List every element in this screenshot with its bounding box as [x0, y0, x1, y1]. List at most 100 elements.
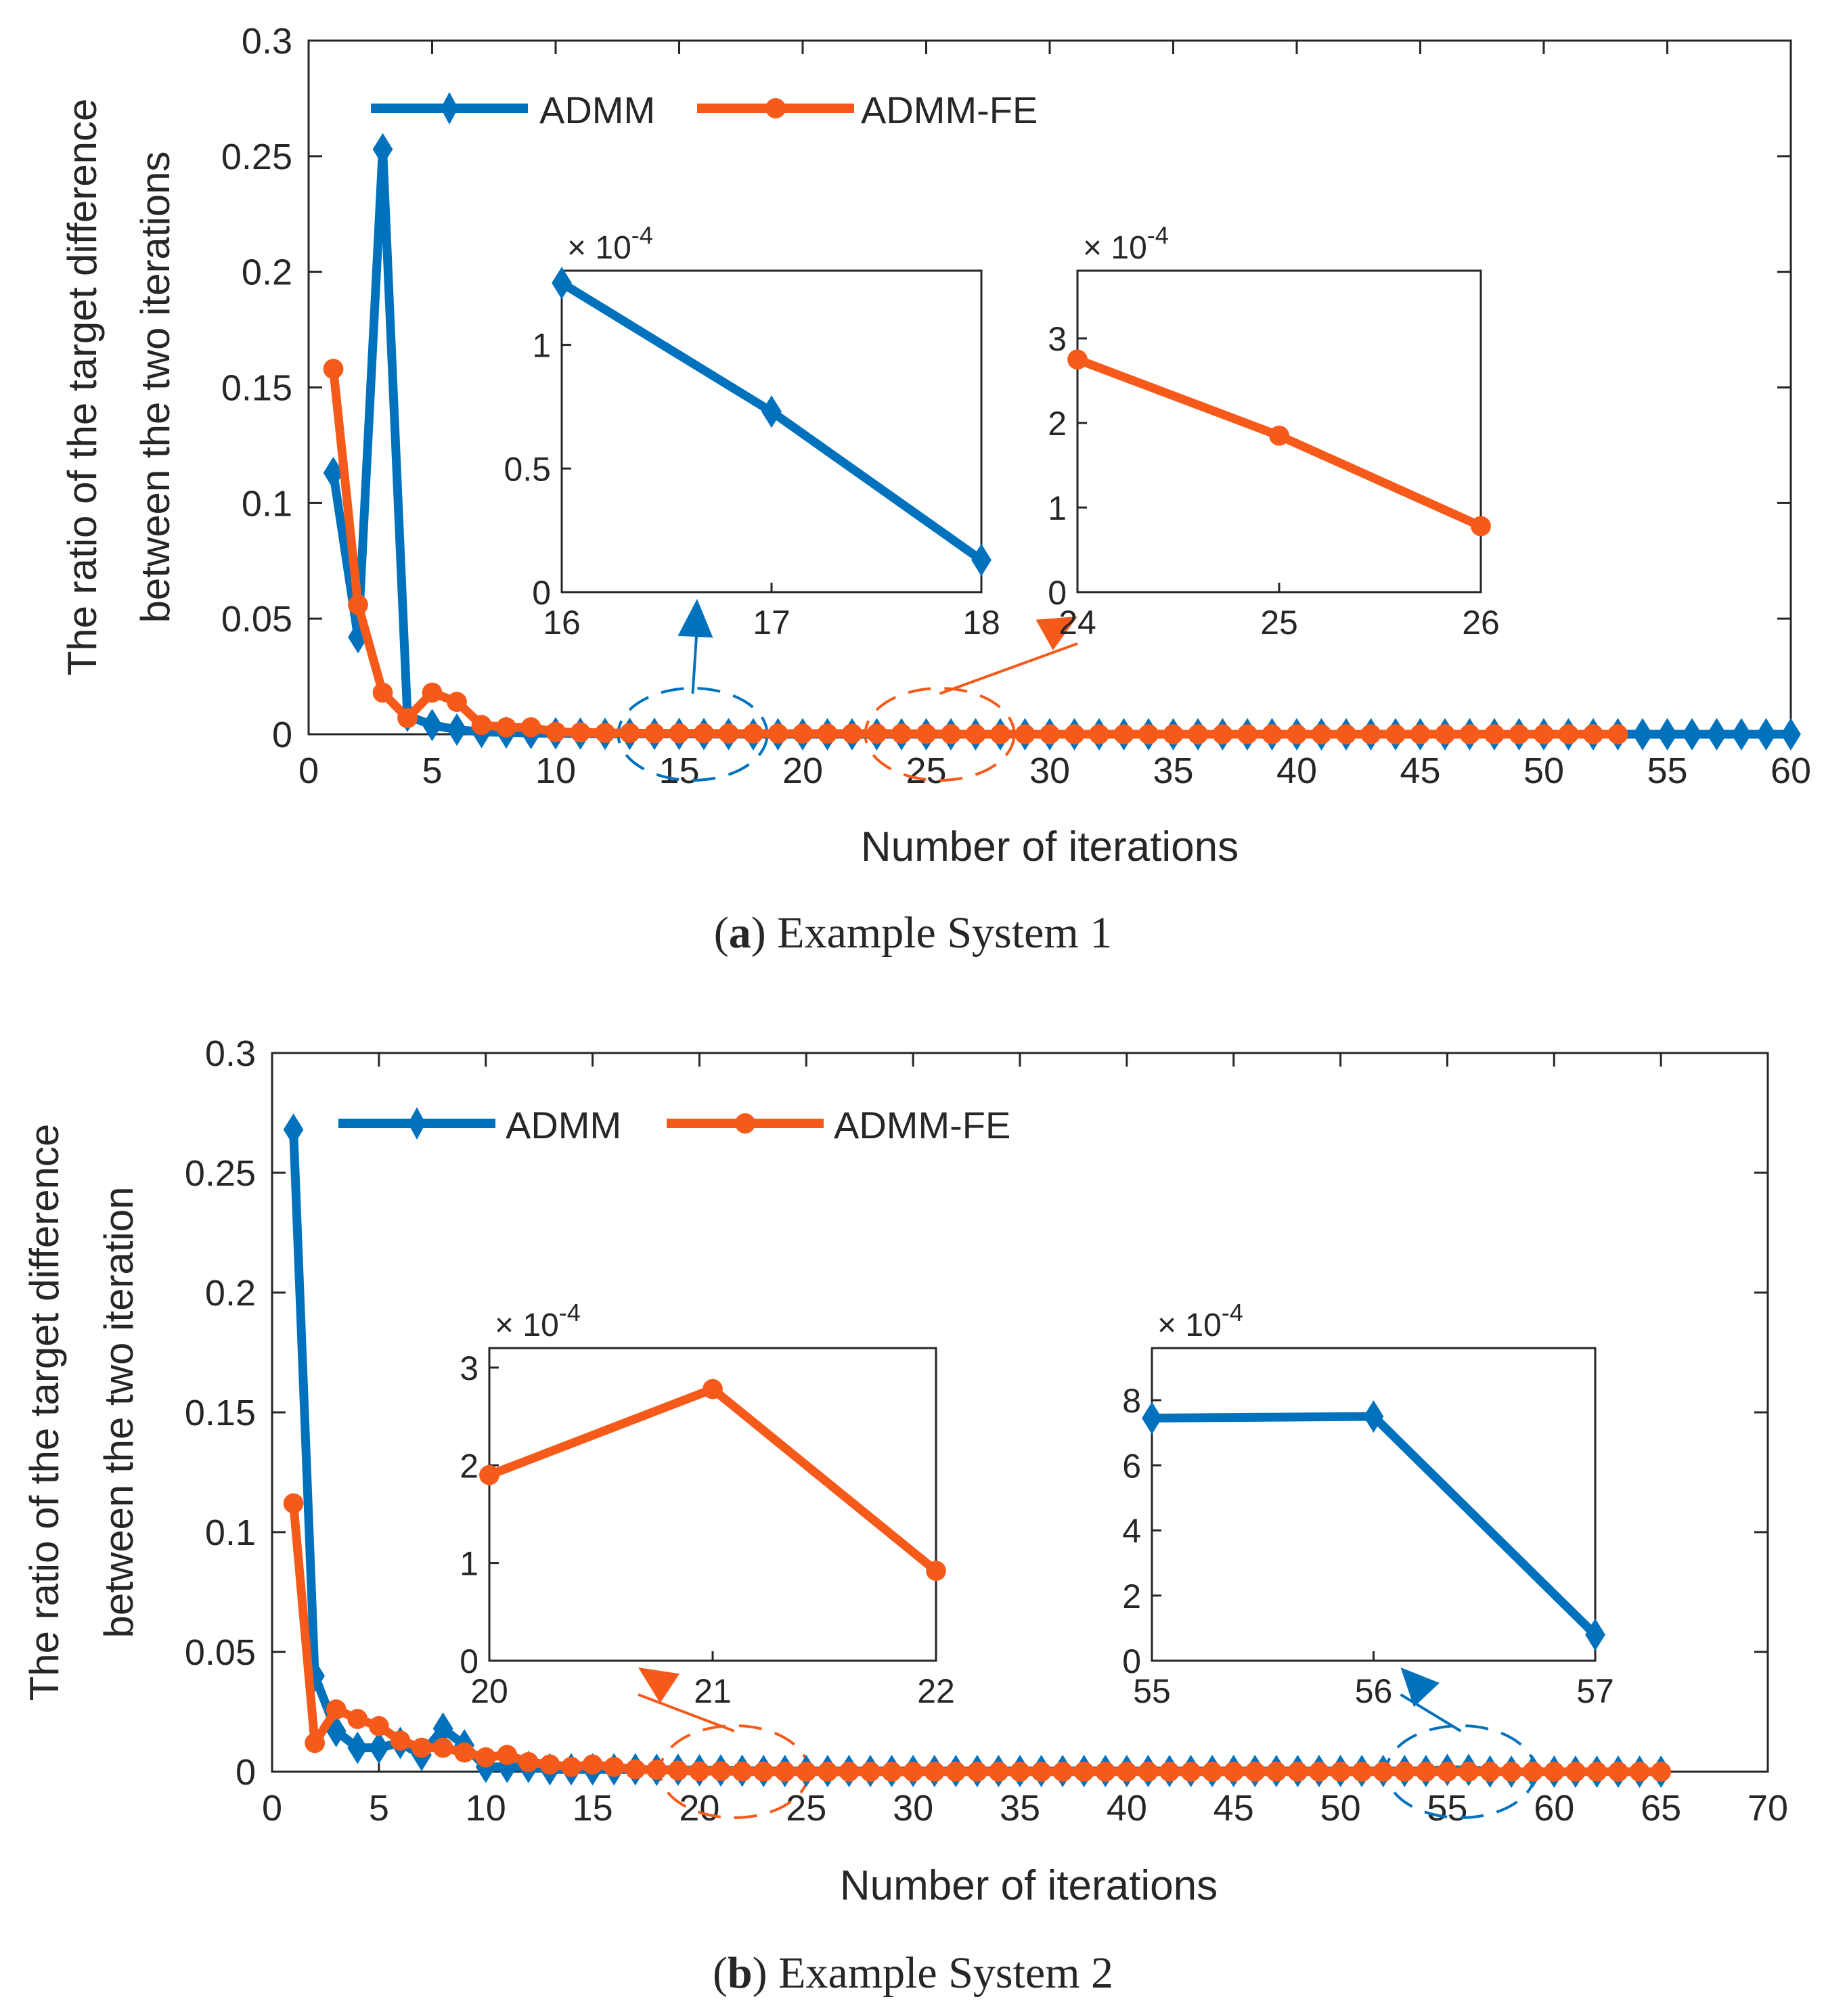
panel-a-series-admm-fe-point [941, 723, 961, 744]
panel-a-x-tick-label: 35 [1153, 751, 1193, 791]
panel-b-series-admm-fe-point [1522, 1762, 1543, 1782]
panel-a-caption: (a) Example System 1 [714, 908, 1112, 958]
panel-b-series-admm-fe-point [1138, 1762, 1159, 1782]
a-inset2-zoom-arrow-line [939, 642, 1078, 695]
panel-b-x-tick-label: 20 [679, 1788, 719, 1829]
a-inset2-series-point [1067, 349, 1088, 370]
panel-b-series-admm-fe-point [646, 1760, 667, 1780]
panel-a-series-admm-fe-point [1435, 724, 1455, 744]
panel-b-legend: ADMM ADMM-FE [338, 1104, 1010, 1146]
panel-a-y-tick-label: 0.15 [221, 368, 292, 409]
panel-b-y-tick-label: 0.05 [185, 1632, 256, 1673]
b-inset1-exponent-power: -4 [559, 1299, 581, 1326]
panel-a-series-admm-point [323, 456, 344, 489]
panel-b-series-admm-point [283, 1113, 304, 1146]
panel-a-series-admm-point [1706, 718, 1727, 751]
panel-b-y-tick-label: 0 [236, 1752, 256, 1793]
panel-a-series-admm-fe-point [1188, 724, 1208, 744]
panel-a-series-admm-fe-point [1064, 724, 1085, 744]
a-inset2-y-tick-label: 3 [1048, 320, 1067, 358]
a-inset1-zoom-arrow-head [677, 599, 713, 638]
panel-b-x-tick-label: 70 [1747, 1788, 1788, 1829]
a-inset1-series-point [971, 543, 992, 577]
panel-a-series-admm-point [1731, 718, 1752, 751]
panel-b-series-admm-fe-point [1437, 1762, 1458, 1782]
panel-a-series-admm-fe-point [323, 359, 344, 380]
a-inset2-x-tick-label: 25 [1260, 604, 1298, 642]
a-inset1-y-tick-label: 1 [532, 327, 551, 365]
a-inset1-exponent-power: -4 [631, 221, 653, 249]
panel-b-series-admm-fe-point [1394, 1762, 1415, 1782]
panel-a-series-admm-fe-point [397, 708, 418, 728]
panel-a-series-admm-fe-point [1607, 724, 1628, 744]
panel-a-series-admm-fe-point [545, 721, 566, 742]
panel-b-series-admm-fe-point [347, 1709, 368, 1730]
panel-b-series-admm-fe-point [1287, 1762, 1308, 1782]
panel-b-series-admm-fe-point [1010, 1762, 1030, 1782]
a-inset2-x-tick-label: 26 [1462, 604, 1500, 642]
panel-a-legend: ADMM ADMM-FE [371, 89, 1038, 131]
panel-b-caption: (b) Example System 2 [713, 1948, 1113, 1998]
a-inset1-x-tick-label: 18 [962, 604, 1000, 642]
panel-b-chart: 0 5 10 15 20 25 30 35 40 45 50 55 60 65 7000.050.10.15… [22, 1033, 1788, 1909]
panel-a-series-admm-fe-point [694, 723, 714, 744]
panel-a-series-admm-fe-point [1336, 724, 1356, 744]
panel-a-series-admm-fe-point [669, 723, 690, 744]
panel-a-series-admm-fe-point [1385, 724, 1406, 744]
a-inset1-series-point [552, 267, 572, 300]
b-inset2-box [1151, 1347, 1597, 1662]
panel-a-x-axis-label: Number of iterations [861, 824, 1239, 870]
panel-b-series-admm-fe-point [945, 1762, 966, 1782]
panel-b-series-admm-fe-point [1031, 1762, 1052, 1782]
panel-b-series-admm-fe-point [1651, 1762, 1672, 1782]
panel-a-series-admm-fe-point [348, 594, 368, 615]
panel-a-series-admm-fe-point [1015, 724, 1036, 744]
panel-b-series-admm-fe-point [732, 1761, 753, 1782]
panel-b-series-admm-fe-point [796, 1762, 817, 1782]
b-inset1-series-point [703, 1379, 723, 1399]
panel-b-series-admm-fe-point [1352, 1762, 1373, 1782]
panel-a-x-tick-label: 50 [1523, 751, 1564, 791]
panel-b-series-admm-fe-point [1116, 1762, 1137, 1782]
b-inset1-series-point [926, 1561, 946, 1582]
panel-b-series-admm-fe-point [1073, 1762, 1094, 1782]
a-inset2-series-point [1269, 425, 1289, 446]
panel-a-series-admm-fe-point [743, 723, 763, 744]
panel-a-x-tick-label: 5 [422, 751, 442, 791]
panel-a-series-admm-fe-point [965, 724, 986, 744]
panel-b-x-tick-label: 0 [262, 1788, 282, 1829]
a-inset2-y-tick-label: 0 [1048, 574, 1067, 612]
panel-a-series-admm-fe-point [817, 723, 838, 744]
panel-a-series-admm-fe-point [422, 682, 443, 703]
panel-a-series-admm-fe-point [916, 723, 937, 744]
panel-b-x-tick-label: 40 [1107, 1788, 1147, 1829]
panel-a-series-admm-fe-point [595, 723, 615, 743]
panel-a-series-admm-fe-point [1113, 724, 1134, 744]
b-inset1-zoom-arrow-line [638, 1693, 735, 1732]
panel-a-series-admm-point [1682, 718, 1702, 751]
panel-b-y-tick-label: 0.15 [185, 1393, 256, 1433]
panel-b-y-tick-label: 0.1 [205, 1513, 256, 1553]
panel-a-y-axis-label-line1: The ratio of the target difference [60, 99, 105, 676]
b-inset2-x-tick-label: 56 [1355, 1672, 1393, 1710]
a-inset2-exponent-power: -4 [1147, 221, 1169, 249]
a-inset1-y-tick-label: 0 [532, 574, 551, 612]
b-inset1-y-tick-label: 1 [460, 1545, 478, 1583]
b-inset1-box [488, 1347, 937, 1662]
panel-a-series-admm-fe-point [793, 723, 813, 744]
panel-a-series-admm-point [422, 709, 443, 742]
panel-a-series-admm-fe-point [496, 717, 516, 738]
panel-a-series-admm-point [1657, 718, 1678, 751]
panel-b-series-admm-fe-point [454, 1742, 475, 1763]
panel-b-series-admm-fe-point [1266, 1762, 1287, 1782]
panel-b-series-admm-fe-point [1202, 1762, 1223, 1782]
panel-b-series-admm-fe-point [1629, 1762, 1650, 1782]
panel-b-x-tick-label: 25 [786, 1788, 826, 1829]
panel-a-series-admm-fe-point [891, 723, 912, 744]
panel-b-x-tick-label: 65 [1641, 1788, 1681, 1829]
panel-b-series-admm-fe-point [1052, 1762, 1073, 1782]
panel-b-x-tick-label: 30 [893, 1788, 933, 1829]
panel-a-x-tick-label: 40 [1276, 751, 1317, 791]
panel-a-series-admm-point [372, 133, 393, 166]
panel-a-x-tick-label: 10 [535, 751, 576, 791]
